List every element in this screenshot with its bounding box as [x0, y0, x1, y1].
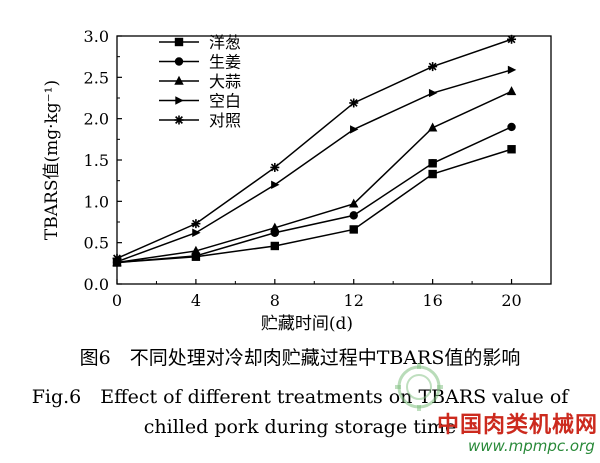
x-tick-label: 20: [501, 291, 521, 310]
data-point-arrow: [271, 180, 280, 189]
data-point-arrow: [428, 88, 438, 98]
data-point-circle: [428, 159, 437, 168]
y-tick-label: 1.5: [84, 151, 109, 170]
legend-label: 洋葱: [209, 33, 241, 52]
data-point-triangle: [270, 222, 280, 232]
y-axis-label: TBARS值(mg·kg⁻¹): [42, 80, 62, 240]
data-point-arrow: [192, 228, 201, 237]
series-path: [116, 69, 512, 263]
y-tick-label: 2.0: [84, 110, 109, 129]
series-path: [116, 38, 512, 260]
x-tick-label: 12: [344, 291, 364, 310]
series-line-3: [112, 122, 516, 267]
data-point-triangle: [506, 86, 517, 96]
y-tick-label: 0.5: [84, 234, 109, 253]
legend-label: 大蒜: [209, 72, 241, 91]
y-tick-label: 0.0: [84, 275, 109, 294]
series-path: [116, 90, 512, 264]
data-point-star: [507, 34, 517, 44]
series-path: [116, 126, 512, 264]
data-point-arrow: [350, 125, 359, 134]
data-point-triangle: [174, 75, 184, 85]
data-point-arrow: [507, 65, 517, 75]
data-point-star: [349, 98, 359, 108]
legend-label: 生姜: [209, 53, 241, 72]
watermark-url: www.mpmpc.org: [468, 437, 595, 455]
data-point-star: [191, 219, 201, 229]
data-point-star: [270, 162, 280, 172]
series-line-5: [113, 65, 517, 266]
figure-caption-english-line2: chilled pork during storage time: [143, 416, 457, 438]
y-tick-label: 2.5: [84, 68, 109, 87]
y-tick-label: 3.0: [84, 27, 109, 46]
data-point-star: [174, 115, 184, 125]
series-line-4: [112, 86, 517, 267]
data-point-star: [428, 62, 438, 72]
data-point-square: [349, 225, 358, 234]
x-tick-label: 0: [112, 291, 122, 310]
plot-frame: [116, 35, 552, 285]
data-point-square: [507, 145, 516, 154]
x-tick-label: 8: [270, 291, 280, 310]
data-point-triangle: [427, 122, 438, 132]
x-tick-label: 4: [191, 291, 201, 310]
figure-caption-chinese: 图6 不同处理对冷却肉贮藏过程中TBARS值的影响: [79, 347, 521, 369]
x-axis-label: 贮藏时间(d): [261, 314, 353, 334]
series-line-6: [112, 34, 517, 263]
data-point-square: [270, 241, 280, 251]
legend-label: 空白: [209, 92, 241, 111]
data-point-star: [112, 253, 122, 263]
legend-label: 对照: [209, 111, 241, 130]
x-tick-label: 16: [422, 291, 442, 310]
chart-series: [112, 34, 517, 267]
data-point-circle: [349, 211, 358, 220]
data-point-circle: [174, 57, 184, 66]
data-point-triangle: [349, 198, 359, 208]
watermark-logo-icon: [395, 363, 443, 411]
chart-axes: [116, 35, 552, 285]
data-point-square: [174, 37, 184, 47]
data-point-triangle: [191, 245, 201, 255]
series-line-1: [112, 145, 516, 267]
y-tick-label: 1.0: [84, 192, 109, 211]
watermark-site-name: 中国肉类机械网: [437, 413, 599, 438]
figure-caption-english-line1: Fig.6 Effect of different treatments on …: [31, 386, 569, 408]
data-point-arrow: [175, 96, 184, 105]
data-point-circle: [507, 122, 516, 132]
data-point-square: [428, 169, 437, 179]
chart-ticks: 0 4 8 12 16 20 0.0 0.5 1.0 1.5 2.0 2.5 3.0: [84, 27, 522, 310]
series-path: [116, 148, 512, 264]
